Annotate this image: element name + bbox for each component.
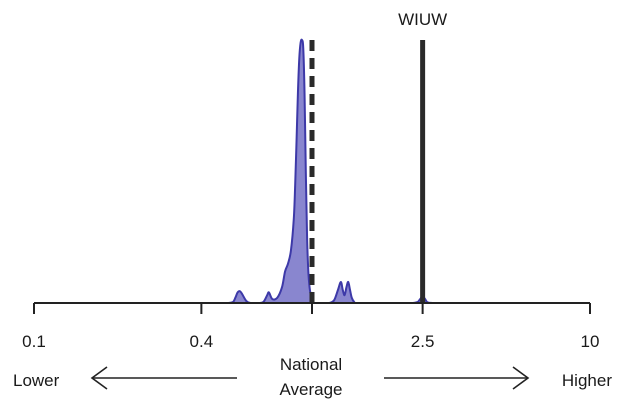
lower-arrow-icon bbox=[90, 366, 237, 390]
reference-lines bbox=[309, 40, 426, 303]
density-fill bbox=[228, 39, 432, 304]
lower-label: Lower bbox=[13, 371, 60, 390]
national-average-label-line1: National bbox=[280, 355, 342, 374]
national-average-label-line2: Average bbox=[279, 380, 342, 399]
x-tick-label: 10 bbox=[581, 332, 600, 351]
station-label: WIUW bbox=[398, 10, 447, 29]
higher-arrow-icon bbox=[384, 366, 530, 390]
higher-label: Higher bbox=[562, 371, 612, 390]
density-outline bbox=[228, 38, 433, 304]
x-axis-ticks: 0.1 0.4 2.5 10 bbox=[22, 303, 599, 351]
x-tick-label: 2.5 bbox=[411, 332, 435, 351]
density-layer bbox=[228, 38, 433, 304]
x-tick-label: 0.4 bbox=[190, 332, 214, 351]
x-tick-label: 0.1 bbox=[22, 332, 46, 351]
